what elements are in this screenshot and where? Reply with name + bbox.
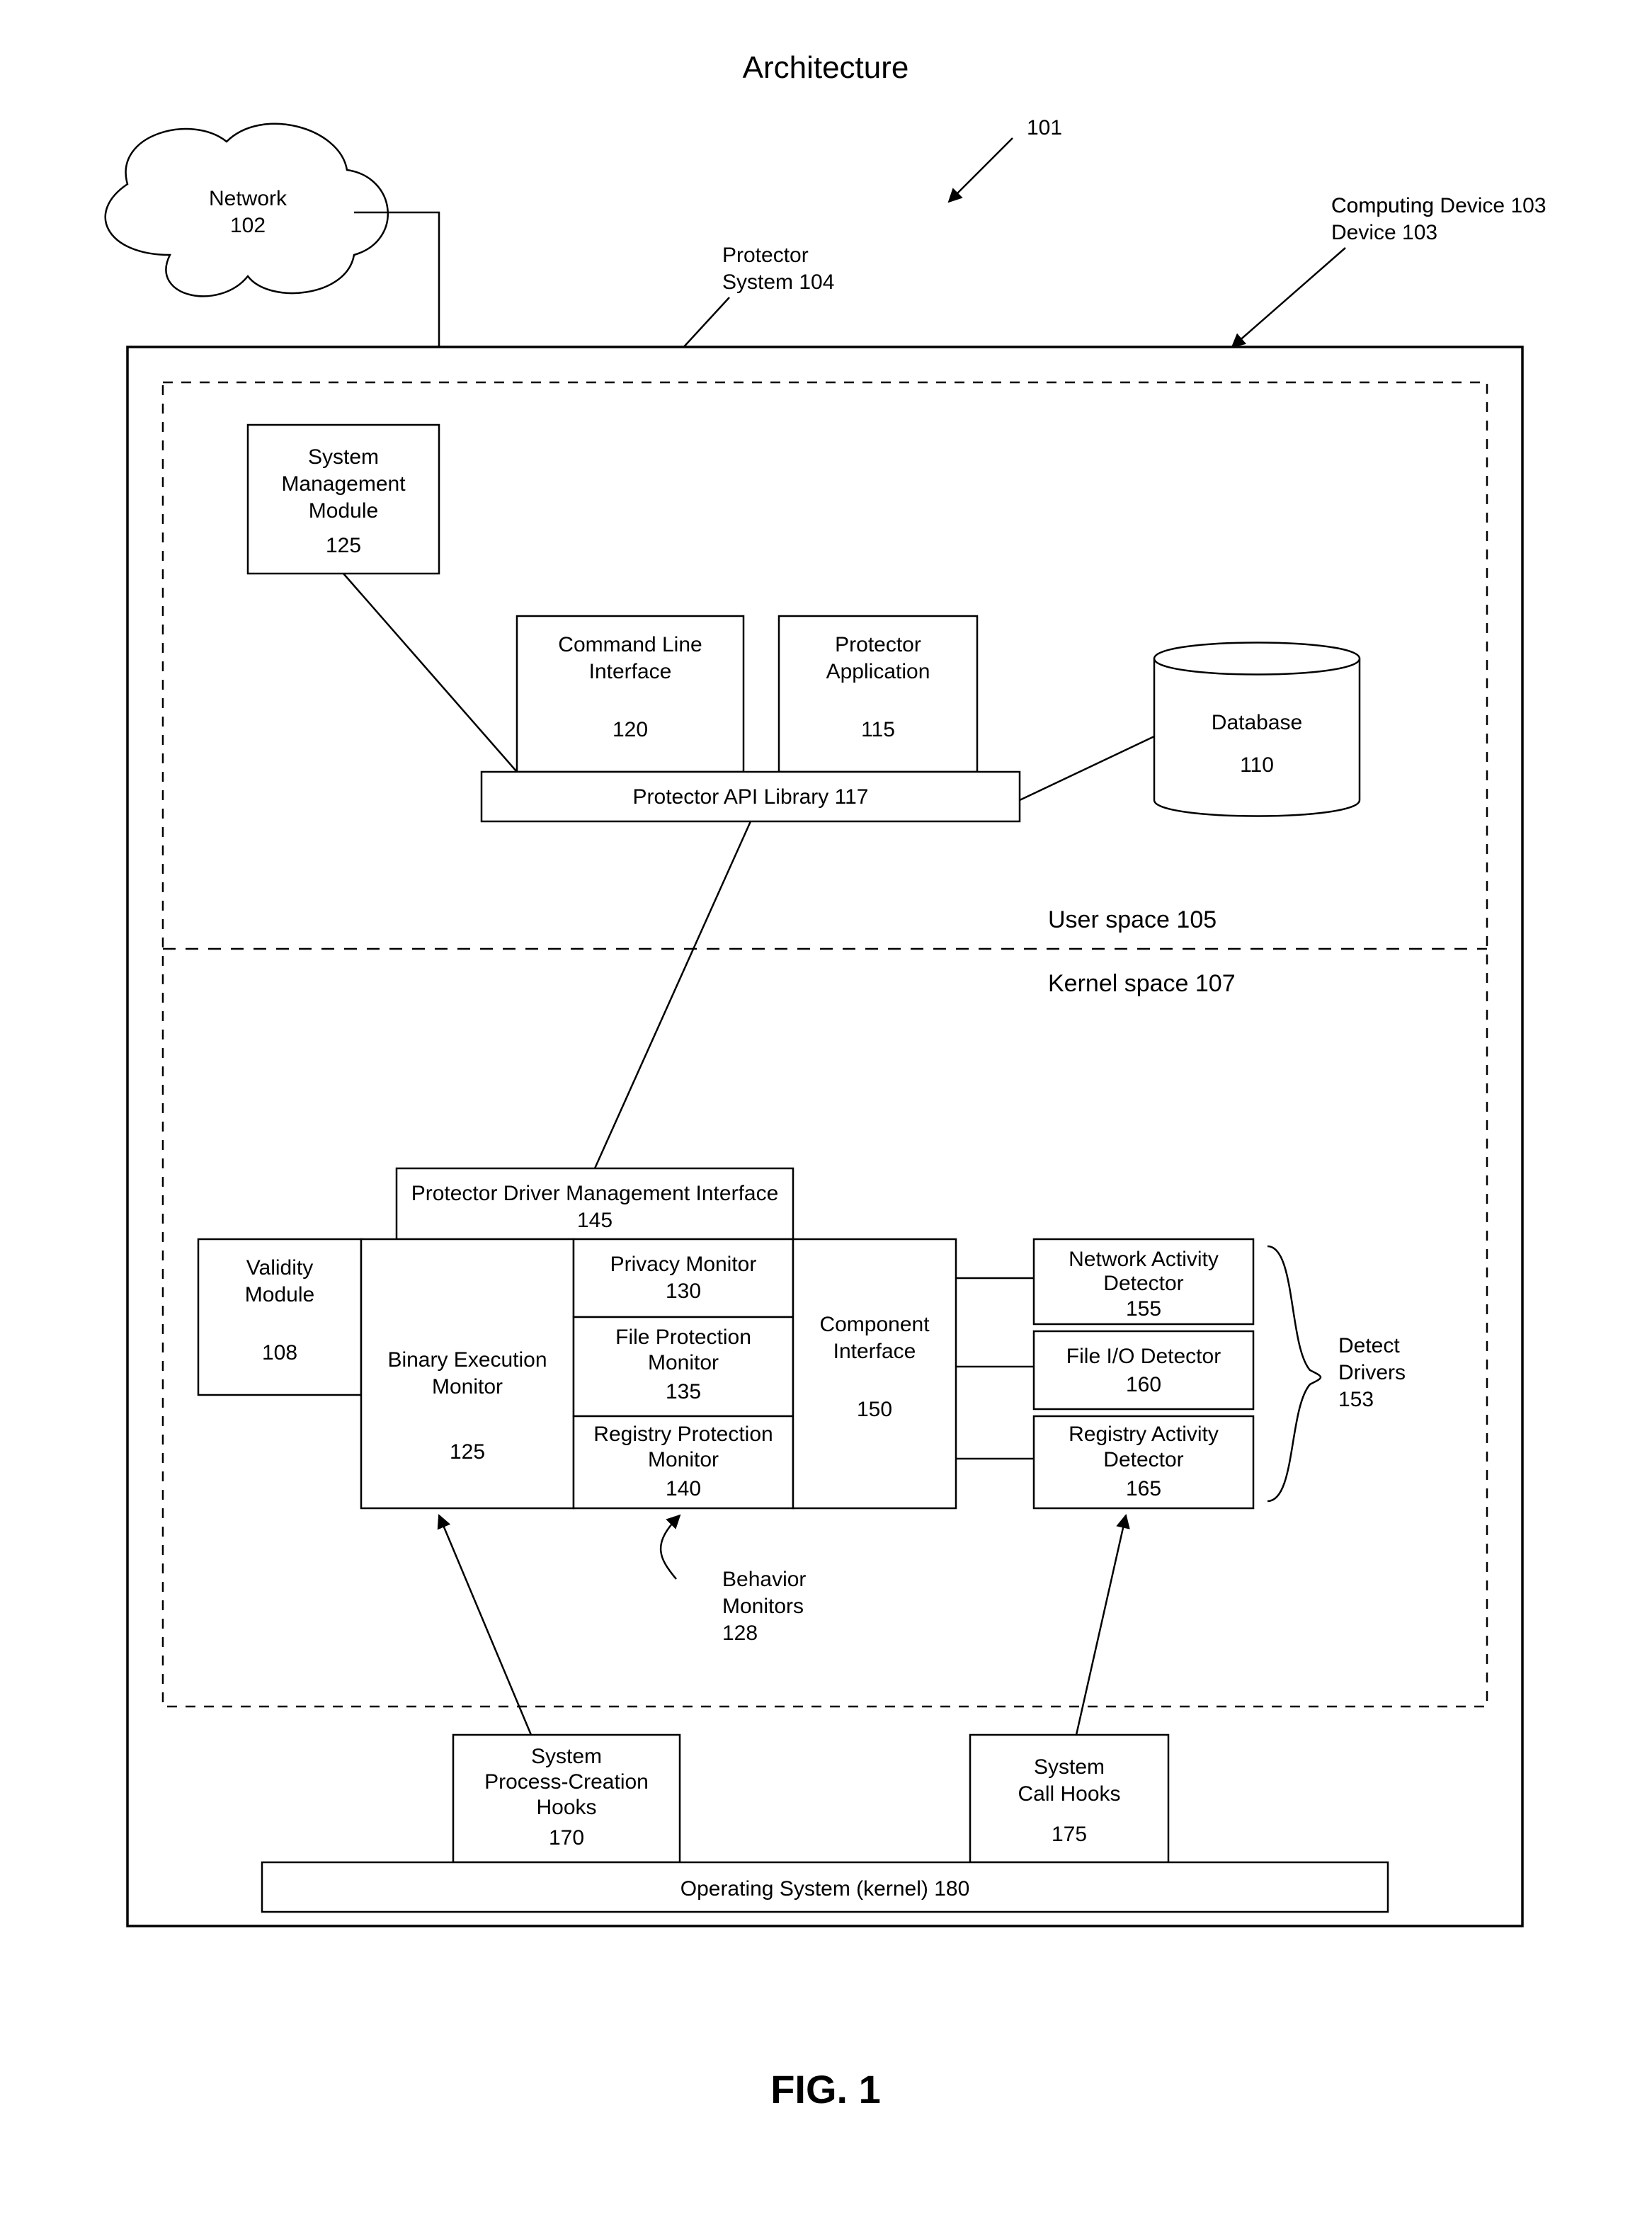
architecture-diagram: Architecture 101 Computing Device 103 Co…	[0, 0, 1652, 2239]
box-fileio-detector: File I/O Detector 160	[1034, 1331, 1253, 1409]
svg-text:Interface: Interface	[589, 660, 672, 683]
svg-text:170: 170	[549, 1826, 584, 1850]
box-reg-detector: Registry Activity Detector 165	[1034, 1416, 1253, 1508]
box-privacy: Privacy Monitor 130	[574, 1239, 793, 1317]
box-api-library: Protector API Library 117	[482, 772, 1020, 821]
svg-text:115: 115	[861, 718, 895, 741]
svg-text:System: System	[308, 445, 379, 469]
svg-text:130: 130	[666, 1280, 701, 1303]
svg-text:Interface: Interface	[833, 1340, 916, 1363]
svg-text:120: 120	[613, 718, 648, 741]
box-os-kernel: Operating System (kernel) 180	[262, 1862, 1388, 1912]
svg-text:Command Line: Command Line	[558, 633, 702, 656]
svg-text:Monitor: Monitor	[648, 1351, 719, 1374]
svg-text:Detect: Detect	[1338, 1334, 1400, 1357]
svg-text:Module: Module	[245, 1283, 314, 1306]
figure-label: FIG. 1	[770, 2067, 881, 2112]
svg-text:Protector Driver Management In: Protector Driver Management Interface	[411, 1182, 779, 1205]
svg-text:108: 108	[262, 1341, 297, 1365]
svg-text:140: 140	[666, 1477, 701, 1500]
box-spch: System Process-Creation Hooks 170	[453, 1735, 680, 1862]
box-file-protection: File Protection Monitor 135	[574, 1317, 793, 1416]
svg-text:125: 125	[326, 534, 361, 557]
svg-text:System: System	[531, 1745, 602, 1768]
box-sch: System Call Hooks 175	[970, 1735, 1168, 1862]
svg-text:Database: Database	[1212, 711, 1302, 734]
ref-101: 101	[949, 116, 1062, 202]
svg-text:File I/O Detector: File I/O Detector	[1066, 1345, 1221, 1368]
svg-text:145: 145	[577, 1209, 613, 1232]
box-validity: Validity Module 108	[198, 1239, 361, 1395]
svg-text:Operating System (kernel) 180: Operating System (kernel) 180	[680, 1877, 970, 1901]
svg-text:Detector: Detector	[1103, 1448, 1183, 1471]
box-protector-app: Protector Application 115	[779, 616, 977, 772]
svg-text:Module: Module	[309, 499, 378, 523]
svg-text:Call Hooks: Call Hooks	[1018, 1782, 1120, 1806]
svg-text:150: 150	[857, 1398, 892, 1421]
svg-text:160: 160	[1126, 1373, 1161, 1396]
box-pdmi: Protector Driver Management Interface 14…	[397, 1168, 793, 1239]
box-sys-mgmt: System Management Module 125	[248, 425, 439, 574]
svg-text:Protector API Library 117: Protector API Library 117	[633, 785, 869, 809]
network-cloud: Network 102	[106, 124, 388, 297]
box-bem: Binary Execution Monitor 125	[361, 1239, 574, 1508]
svg-text:Behavior: Behavior	[722, 1568, 806, 1591]
svg-text:165: 165	[1126, 1477, 1161, 1500]
svg-text:System 104: System 104	[722, 270, 834, 294]
svg-text:135: 135	[666, 1380, 701, 1403]
database-cylinder: Database 110	[1154, 643, 1360, 816]
box-component-interface: Component Interface 150	[793, 1239, 956, 1508]
svg-text:Application: Application	[826, 660, 930, 683]
box-registry-protection: Registry Protection Monitor 140	[574, 1416, 793, 1508]
diagram-title: Architecture	[743, 50, 909, 85]
svg-text:System: System	[1034, 1755, 1105, 1779]
svg-text:102: 102	[230, 214, 266, 237]
svg-text:File Protection: File Protection	[615, 1326, 751, 1349]
svg-text:Validity: Validity	[246, 1256, 313, 1280]
svg-text:Drivers: Drivers	[1338, 1361, 1406, 1384]
svg-text:Computing: Computing	[1331, 194, 1434, 217]
svg-text:User space 105: User space 105	[1048, 906, 1217, 933]
svg-text:Detector: Detector	[1103, 1272, 1183, 1295]
svg-text:101: 101	[1027, 116, 1062, 139]
svg-text:Privacy Monitor: Privacy Monitor	[610, 1253, 757, 1276]
svg-text:Monitor: Monitor	[432, 1375, 503, 1398]
svg-text:125: 125	[450, 1440, 485, 1464]
svg-text:Component: Component	[819, 1313, 930, 1336]
svg-text:Protector: Protector	[722, 244, 809, 267]
svg-text:Management: Management	[281, 472, 406, 496]
svg-text:155: 155	[1126, 1297, 1161, 1321]
svg-text:Device 103: Device 103	[1331, 221, 1437, 244]
svg-text:Hooks: Hooks	[536, 1796, 596, 1819]
svg-text:Process-Creation: Process-Creation	[484, 1770, 649, 1794]
computing-device-box	[127, 347, 1522, 1926]
svg-text:Kernel space 107: Kernel space 107	[1048, 970, 1236, 997]
box-cli: Command Line Interface 120	[517, 616, 744, 772]
svg-text:Binary Execution: Binary Execution	[387, 1348, 547, 1372]
svg-text:175: 175	[1052, 1823, 1087, 1846]
svg-text:Monitor: Monitor	[648, 1448, 719, 1471]
svg-text:Network: Network	[209, 187, 287, 210]
svg-text:Protector: Protector	[835, 633, 921, 656]
svg-text:153: 153	[1338, 1388, 1374, 1411]
box-net-detector: Network Activity Detector 155	[1034, 1239, 1253, 1324]
svg-text:Registry Activity: Registry Activity	[1069, 1423, 1219, 1446]
svg-text:128: 128	[722, 1622, 758, 1645]
svg-text:Network Activity: Network Activity	[1069, 1248, 1219, 1271]
svg-text:Monitors: Monitors	[722, 1595, 804, 1618]
svg-text:110: 110	[1240, 753, 1274, 777]
svg-text:Registry Protection: Registry Protection	[593, 1423, 773, 1446]
